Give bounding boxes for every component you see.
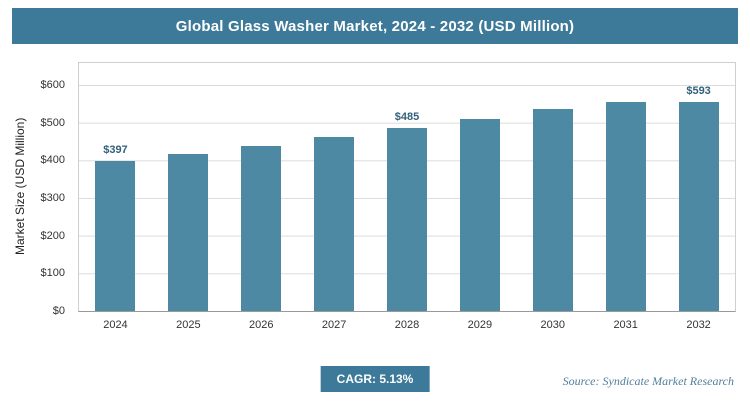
source-attribution: Source: Syndicate Market Research [562, 374, 734, 388]
y-ticks: $600 $500 $400 $300 $200 $100 $0 [23, 79, 71, 317]
bar-2024 [95, 161, 136, 311]
x-tick-label: 2028 [394, 319, 420, 331]
bar-slot [152, 85, 225, 311]
chart-header: Global Glass Washer Market, 2024 - 2032 … [12, 8, 738, 44]
x-tick-label: 2024 [103, 319, 128, 331]
y-tick-label: $200 [40, 229, 65, 242]
bar-2026 [241, 145, 282, 311]
y-tick-label: $100 [40, 267, 65, 280]
bar-value-label: $397 [103, 144, 128, 157]
bar-slot [443, 85, 516, 311]
cagr-badge: CAGR: 5.13% [320, 366, 430, 392]
x-tick-label: 2030 [540, 319, 566, 331]
plot-area: $397 $485 $593 $600 $500 $400 $300 $200 $100 $0 … [41, 62, 736, 331]
x-tick-label: 2031 [613, 319, 638, 331]
bar-slot [298, 85, 371, 311]
x-tick-label: 2029 [467, 319, 493, 331]
chart-title: Global Glass Washer Market, 2024 - 2032 … [175, 17, 575, 35]
bar-2025 [168, 153, 209, 311]
bar-slot: $397 [79, 85, 152, 311]
x-tick-label: 2026 [248, 319, 274, 331]
bar-2030 [532, 109, 573, 311]
bar-2028 [386, 128, 428, 311]
bar-2029 [459, 118, 500, 311]
y-tick-label: $400 [40, 154, 65, 167]
x-labels: 2024 2025 2026 2027 2028 2029 2030 2031 2032 [79, 319, 735, 331]
bar-slot: $593 [662, 85, 735, 311]
bar-2031 [605, 101, 646, 311]
x-tick-label: 2032 [686, 319, 711, 331]
y-tick-label: $600 [40, 79, 65, 91]
bar-slot [516, 85, 589, 311]
bars: $397 $485 $593 [79, 85, 735, 311]
x-tick-label: 2025 [176, 319, 201, 331]
bar-2027 [314, 137, 355, 311]
bar-value-label: $593 [686, 85, 711, 97]
bar-2032 [678, 102, 719, 311]
bar-slot [589, 85, 662, 311]
bar-slot [225, 85, 298, 311]
y-tick-label: $500 [40, 116, 65, 129]
bar-value-label: $485 [394, 111, 420, 124]
x-tick-label: 2027 [321, 319, 347, 331]
y-tick-label: $0 [52, 305, 65, 317]
bar-slot: $485 [371, 85, 444, 311]
y-tick-label: $300 [40, 192, 65, 204]
